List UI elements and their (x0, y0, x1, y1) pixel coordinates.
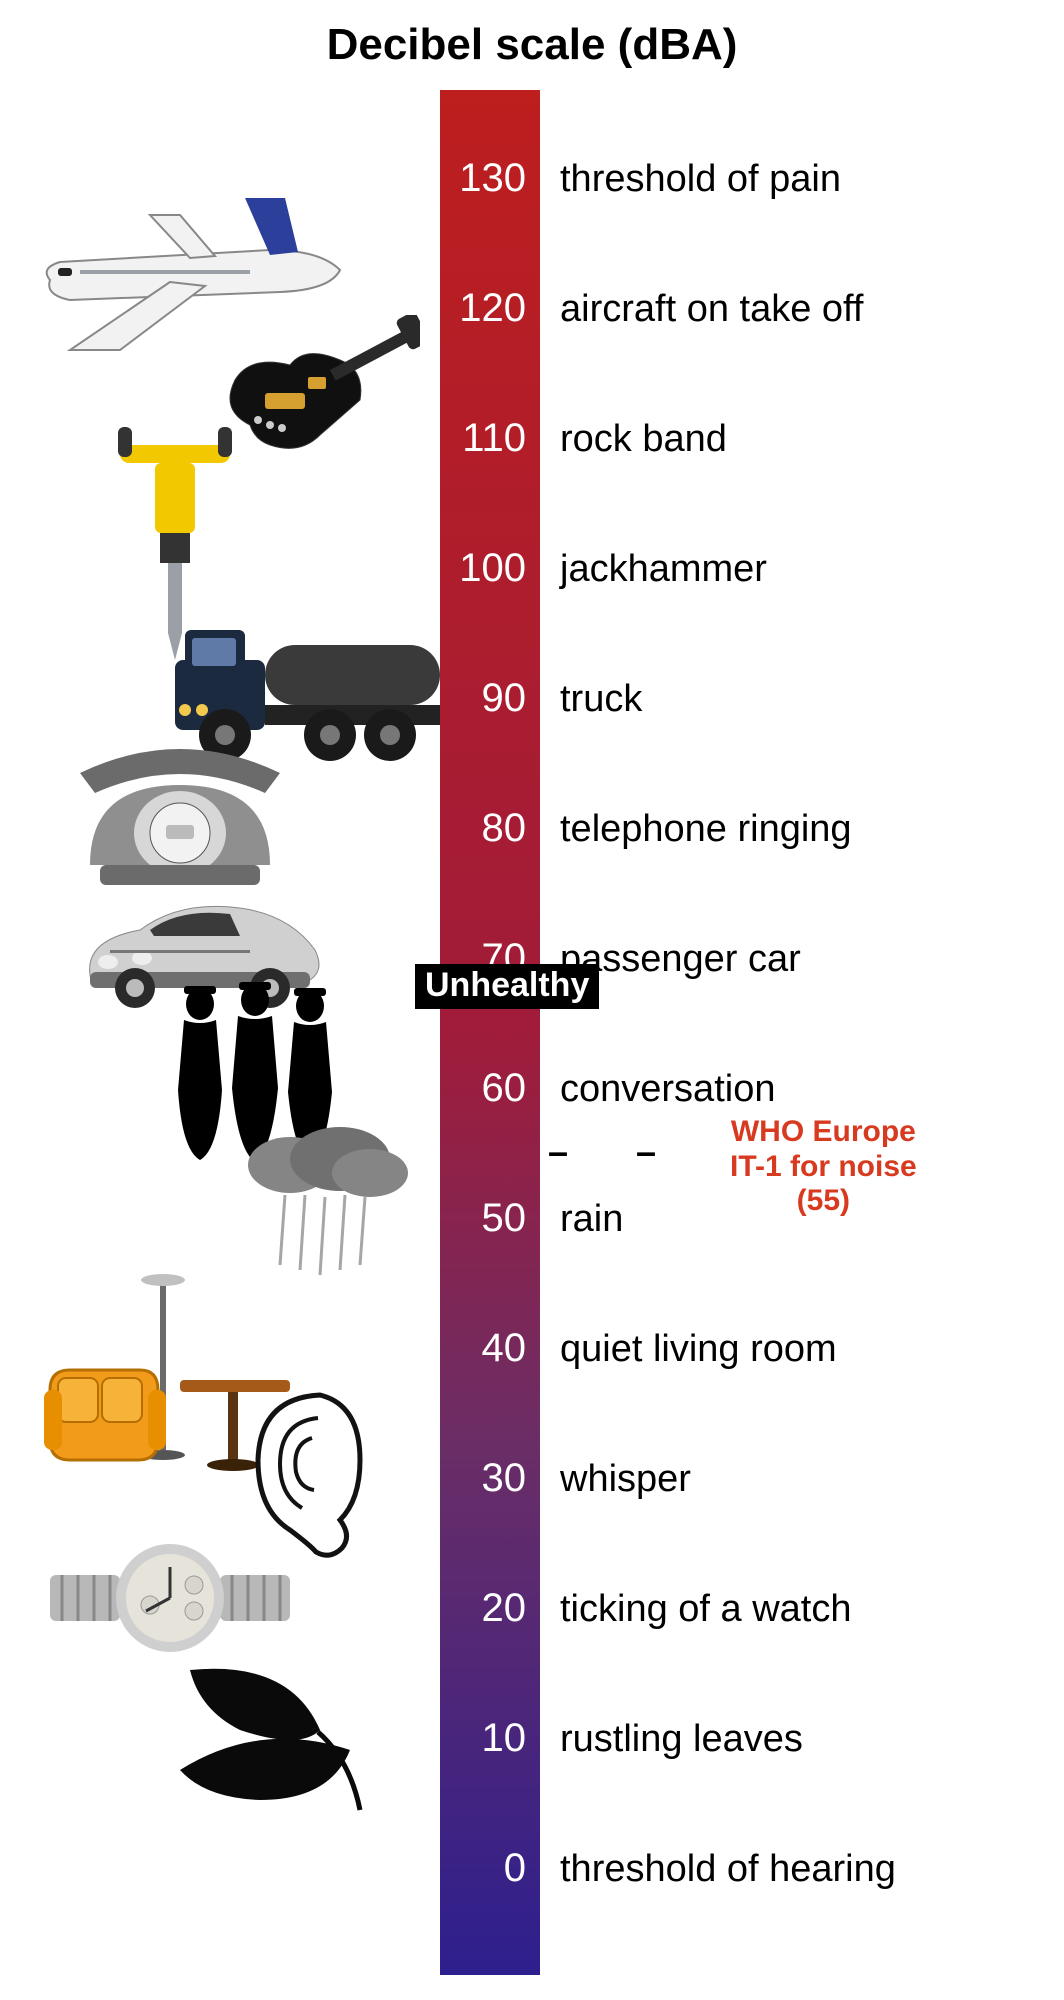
tick-value: 60 (440, 1066, 540, 1111)
tick-label: rock band (560, 418, 727, 461)
tick-label: rustling leaves (560, 1718, 803, 1761)
tick-value: 100 (440, 546, 540, 591)
tick-label: quiet living room (560, 1328, 837, 1371)
who-note: WHO EuropeIT-1 for noise(55) (730, 1115, 917, 1219)
tick-value: 80 (440, 806, 540, 851)
tick-label: jackhammer (560, 548, 767, 591)
unhealthy-badge: Unhealthy (415, 964, 599, 1009)
leaves-icon (150, 1650, 380, 1830)
tick-value: 10 (440, 1716, 540, 1761)
tick-value: 40 (440, 1326, 540, 1371)
tick-label: telephone ringing (560, 808, 852, 851)
tick-label: truck (560, 678, 642, 721)
tick-value: 130 (440, 156, 540, 201)
tick-label: rain (560, 1198, 623, 1241)
tick-label: aircraft on take off (560, 288, 863, 331)
tick-value: 90 (440, 676, 540, 721)
tick-value: 110 (440, 416, 540, 461)
tick-value: 50 (440, 1196, 540, 1241)
tick-label: threshold of hearing (560, 1848, 896, 1891)
page-title: Decibel scale (dBA) (0, 20, 1064, 70)
tick-value: 120 (440, 286, 540, 331)
decibel-bar (440, 90, 540, 1975)
rain-icon (230, 1115, 420, 1285)
telephone-icon (70, 725, 290, 895)
tick-label: ticking of a watch (560, 1588, 851, 1631)
tick-value: 30 (440, 1456, 540, 1501)
tick-label: threshold of pain (560, 158, 841, 201)
tick-label: conversation (560, 1068, 775, 1111)
who-dash-mark: – – (548, 1131, 672, 1173)
tick-value: 0 (440, 1846, 540, 1891)
tick-label: whisper (560, 1458, 691, 1501)
tick-value: 20 (440, 1586, 540, 1631)
